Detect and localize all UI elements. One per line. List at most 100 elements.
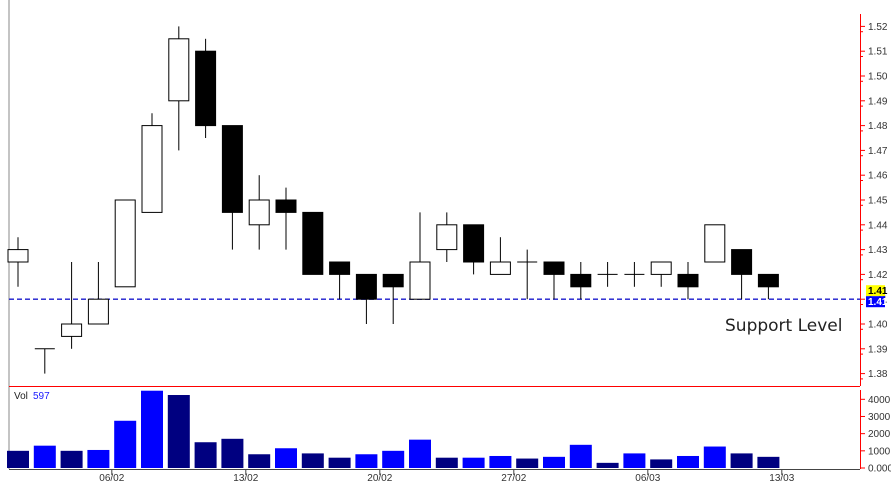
support-level-label: Support Level bbox=[725, 316, 842, 336]
volume-bar bbox=[275, 448, 297, 468]
candle bbox=[409, 212, 431, 300]
price-tick-label: 1.52 bbox=[868, 22, 888, 33]
last-price-marker: 1.41 bbox=[868, 297, 888, 308]
candle bbox=[624, 262, 645, 287]
candle bbox=[248, 175, 270, 250]
candle-body bbox=[409, 261, 431, 300]
volume-bar bbox=[569, 444, 592, 468]
candle-body bbox=[731, 249, 753, 275]
candle bbox=[382, 273, 404, 324]
volume-bar bbox=[596, 462, 619, 468]
volume-bar bbox=[409, 439, 431, 468]
candle-body bbox=[757, 273, 779, 288]
candle bbox=[757, 273, 779, 300]
candle bbox=[677, 262, 699, 300]
price-tick-label: 1.38 bbox=[868, 369, 888, 380]
volume-bar bbox=[623, 453, 646, 468]
volume-bar bbox=[435, 457, 458, 468]
candle-body bbox=[463, 224, 485, 263]
candle bbox=[7, 237, 29, 287]
volume-current-value: 597 bbox=[33, 391, 50, 402]
volume-bar bbox=[543, 456, 565, 468]
volume-bar bbox=[141, 390, 163, 468]
candle bbox=[597, 262, 618, 287]
price-tick-label: 1.46 bbox=[868, 171, 888, 182]
price-tick-label: 1.43 bbox=[868, 245, 888, 256]
price-tick-label: 1.39 bbox=[868, 344, 888, 355]
candle bbox=[650, 261, 672, 287]
candle-body bbox=[195, 50, 217, 127]
volume-bar bbox=[677, 455, 699, 468]
volume-bar bbox=[248, 454, 271, 468]
price-tick-label: 1.49 bbox=[868, 96, 888, 107]
price-axis: 1.38 1.39 1.40 1.41 1.42 1.43 1.44 1.45 1.46 1.47… bbox=[860, 14, 888, 386]
volume-tick-label: 2000 bbox=[868, 429, 891, 440]
x-tick-label: 20/02 bbox=[367, 473, 392, 481]
volume-bar bbox=[730, 453, 753, 468]
volume-bar bbox=[221, 438, 244, 468]
candle-body bbox=[543, 261, 565, 275]
volume-bar bbox=[60, 450, 83, 468]
candle-body bbox=[61, 323, 83, 337]
price-panel bbox=[7, 0, 860, 469]
candle-body bbox=[355, 273, 377, 300]
candle bbox=[517, 249, 538, 300]
volume-tick-label: 3000 bbox=[868, 412, 891, 423]
candle-body bbox=[87, 298, 109, 325]
candle bbox=[221, 125, 243, 250]
price-tick-label: 1.47 bbox=[868, 146, 888, 157]
x-axis: 06/02 13/02 20/02 27/02 06/03 13/03 bbox=[9, 469, 860, 481]
volume-bar bbox=[650, 459, 673, 468]
candle bbox=[87, 262, 109, 325]
candle-body bbox=[7, 249, 29, 263]
price-tick-label: 1.45 bbox=[868, 196, 888, 207]
volume-tick-label: 4000 bbox=[868, 395, 891, 406]
x-tick-label: 13/02 bbox=[233, 473, 258, 481]
candle-body bbox=[436, 224, 458, 251]
last-price-marker-bg bbox=[866, 296, 885, 308]
candle-body bbox=[114, 199, 136, 288]
last-price-label: 1.41 bbox=[868, 286, 888, 297]
candle bbox=[489, 237, 511, 275]
volume-bar bbox=[355, 454, 378, 468]
volume-bar bbox=[167, 395, 190, 468]
candle-body bbox=[168, 38, 190, 102]
candle-body bbox=[570, 273, 592, 288]
candle bbox=[275, 187, 297, 250]
volume-bar bbox=[114, 420, 137, 468]
x-tick-label: 27/02 bbox=[501, 473, 526, 481]
volume-bar bbox=[301, 453, 324, 468]
candle-body bbox=[489, 261, 511, 275]
volume-label: Vol bbox=[14, 391, 28, 402]
candle-body bbox=[275, 199, 297, 213]
volume-bar bbox=[328, 457, 351, 468]
candle bbox=[329, 261, 351, 300]
price-tick-label: 1.48 bbox=[868, 121, 888, 132]
volume-bar bbox=[382, 450, 405, 468]
candle-body bbox=[704, 224, 726, 263]
volume-bar bbox=[489, 455, 512, 468]
candle-body bbox=[302, 211, 324, 275]
candle bbox=[463, 224, 485, 275]
candle-body bbox=[329, 261, 351, 275]
volume-tick-label: 1000 bbox=[868, 446, 891, 457]
candle bbox=[704, 224, 726, 263]
candle bbox=[302, 211, 324, 275]
candle bbox=[436, 212, 458, 262]
volume-bar bbox=[757, 456, 780, 468]
volume-bar bbox=[194, 442, 217, 468]
candle bbox=[543, 261, 565, 300]
volume-bar bbox=[703, 446, 726, 468]
price-tick-label: 1.40 bbox=[868, 320, 888, 331]
candle-body bbox=[382, 273, 404, 288]
candle bbox=[355, 273, 377, 324]
x-tick-label: 06/02 bbox=[99, 473, 124, 481]
volume-bar bbox=[516, 458, 539, 468]
price-tick-label: 1.51 bbox=[868, 47, 888, 58]
volume-bar bbox=[33, 445, 56, 468]
volume-axis: 0.000 1000 2000 3000 4000 bbox=[860, 390, 891, 475]
candle bbox=[114, 199, 136, 288]
x-tick-label: 06/03 bbox=[635, 473, 660, 481]
price-tick-label: 1.50 bbox=[868, 72, 888, 83]
candle-body bbox=[141, 125, 163, 213]
